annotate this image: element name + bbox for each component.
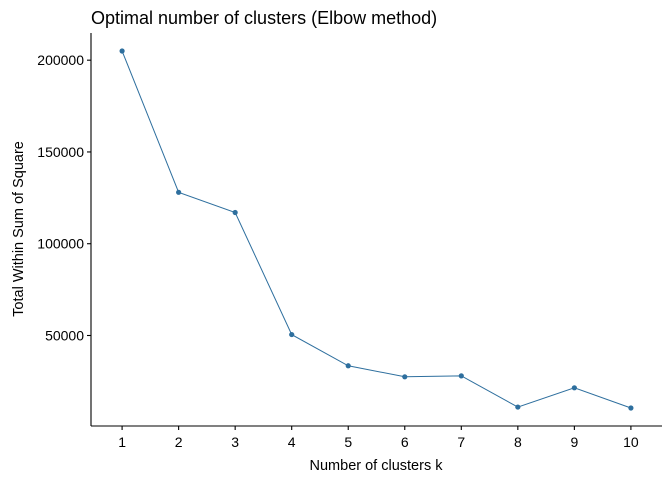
y-tick-label: 100000 xyxy=(37,236,84,252)
data-point xyxy=(402,374,408,380)
x-tick-label: 10 xyxy=(623,434,639,450)
x-tick-label: 2 xyxy=(175,434,183,450)
x-tick-label: 9 xyxy=(570,434,578,450)
x-tick-label: 3 xyxy=(231,434,239,450)
series-line xyxy=(121,50,632,409)
y-tick-label: 150000 xyxy=(37,144,84,160)
y-tick-label: 200000 xyxy=(37,52,84,68)
x-tick-label: 1 xyxy=(118,434,126,450)
plot-area: 50000 100000 150000 200000 1 2 3 4 5 6 7 8 9 10 xyxy=(37,33,662,450)
chart-title: Optimal number of clusters (Elbow method… xyxy=(91,8,437,28)
x-tick-label: 6 xyxy=(401,434,409,450)
data-point xyxy=(345,363,351,369)
data-point xyxy=(628,405,634,411)
x-tick-label: 7 xyxy=(457,434,465,450)
x-tick-label: 4 xyxy=(288,434,296,450)
data-point xyxy=(515,404,521,410)
data-point xyxy=(289,331,295,338)
y-axis-title: Total Within Sum of Square xyxy=(11,141,27,317)
data-point xyxy=(571,385,577,391)
data-point xyxy=(176,189,182,195)
y-tick-label: 50000 xyxy=(45,327,84,343)
x-axis-title: Number of clusters k xyxy=(310,458,444,474)
x-tick-label: 8 xyxy=(514,434,522,450)
x-tick-label: 5 xyxy=(344,434,352,450)
data-point xyxy=(119,48,125,54)
data-point xyxy=(458,373,464,379)
data-point xyxy=(232,209,238,216)
